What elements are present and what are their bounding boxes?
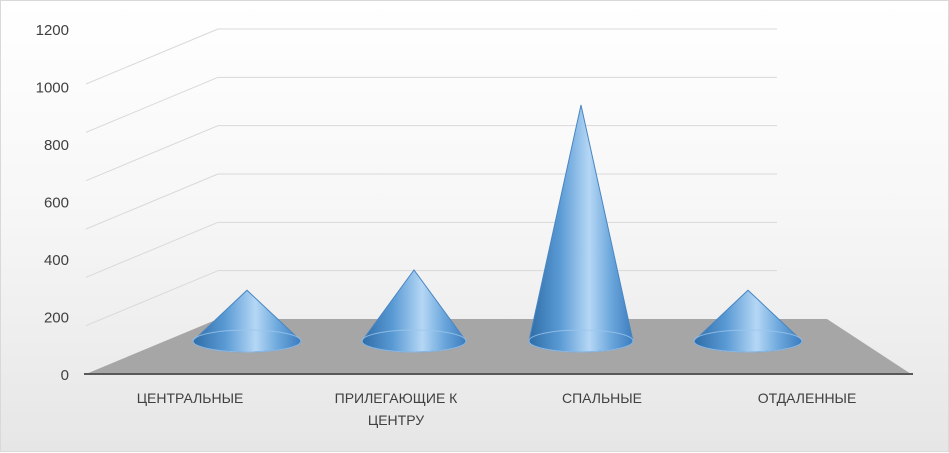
x-category-line: ПРИЛЕГАЮЩИЕ К <box>335 390 459 406</box>
y-tick-label: 1200 <box>36 22 69 39</box>
x-category-line: ЦЕНТРУ <box>368 412 424 428</box>
gridline-side <box>85 125 219 182</box>
cone-base <box>192 329 302 353</box>
cone-bar <box>192 289 302 353</box>
y-tick-label: 0 <box>61 367 69 384</box>
x-category-label: ЦЕНТРАЛЬНЫЕ <box>137 390 244 406</box>
cone-bar <box>528 104 634 353</box>
cone-bar <box>361 269 467 353</box>
gridline-side <box>85 28 219 85</box>
cone-bar <box>693 289 803 353</box>
x-category-label: ПРИЛЕГАЮЩИЕ К ЦЕНТРУ <box>335 390 459 428</box>
x-category-line: СПАЛЬНЫЕ <box>562 390 642 406</box>
gridlines <box>85 28 777 327</box>
gridline-side <box>85 270 219 327</box>
x-category-label: ОТДАЛЕННЫЕ <box>758 390 857 406</box>
x-axis-categories: ЦЕНТРАЛЬНЫЕ ПРИЛЕГАЮЩИЕ К ЦЕНТРУ СПАЛЬНЫЕ ОТ… <box>137 390 857 428</box>
y-tick-label: 400 <box>44 252 69 269</box>
gridline-side <box>85 173 219 230</box>
x-category-label: СПАЛЬНЫЕ <box>562 390 642 406</box>
cone-base <box>528 329 634 353</box>
y-tick-label: 600 <box>44 195 69 212</box>
x-category-line: ЦЕНТРАЛЬНЫЕ <box>137 390 244 406</box>
y-axis: 0 200 400 600 800 1000 1200 <box>36 22 69 384</box>
cone-base <box>361 329 467 353</box>
gridline-side <box>85 221 219 278</box>
y-tick-label: 200 <box>44 310 69 327</box>
y-tick-label: 1000 <box>36 80 69 97</box>
cone-body <box>528 104 634 353</box>
cones <box>192 104 803 353</box>
y-tick-label: 800 <box>44 137 69 154</box>
gridline-side <box>85 76 219 133</box>
cone-base <box>693 329 803 353</box>
cone-body <box>361 269 467 353</box>
x-category-line: ОТДАЛЕННЫЕ <box>758 390 857 406</box>
